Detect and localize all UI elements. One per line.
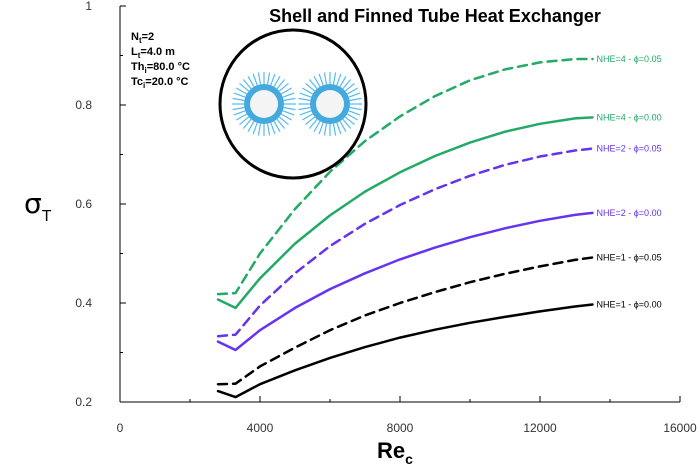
- fin: [305, 116, 316, 126]
- fin: [278, 116, 289, 126]
- series-label-3: NHE=2 - ϕ=0.00: [597, 208, 662, 218]
- fin: [247, 76, 255, 87]
- y-tick-label: 0.4: [75, 296, 92, 310]
- series-line-4: [216, 147, 594, 338]
- x-tick-label: 12000: [523, 421, 557, 435]
- fin: [318, 122, 324, 135]
- fin: [252, 122, 258, 135]
- y-tick-label: 0.6: [75, 197, 92, 211]
- y-tick-label: 0.8: [75, 98, 92, 112]
- series-line-3: [216, 211, 594, 352]
- x-tick-label: 16000: [663, 421, 697, 435]
- fin: [348, 110, 361, 116]
- fin: [236, 87, 247, 95]
- fin: [278, 82, 289, 92]
- parameter-line: Lt=4.0 m: [131, 46, 175, 60]
- fin: [233, 92, 246, 98]
- series-label-6: NHE=4 - ϕ=0.05: [597, 54, 662, 64]
- chart-title: Shell and Finned Tube Heat Exchanger: [269, 6, 601, 26]
- fin: [344, 82, 355, 92]
- y-tick-label: 1: [85, 0, 92, 13]
- fin: [232, 97, 245, 102]
- fin: [299, 92, 312, 98]
- fin: [349, 97, 362, 102]
- fin: [332, 72, 337, 85]
- fin: [323, 72, 328, 85]
- fin: [308, 118, 318, 129]
- x-tick-label: 4000: [247, 421, 274, 435]
- fin: [270, 122, 276, 135]
- y-tick-label: 0.2: [75, 395, 92, 409]
- finned-tube-diagram: [218, 28, 368, 180]
- series-label-5: NHE=4 - ϕ=0.00: [597, 112, 662, 122]
- parameter-line: Nt=2: [131, 31, 154, 45]
- fin: [342, 79, 352, 90]
- fin: [276, 79, 286, 90]
- fin: [270, 73, 276, 86]
- fin: [276, 118, 286, 129]
- fin: [299, 110, 312, 116]
- fin: [332, 123, 337, 136]
- series-lines: [216, 57, 594, 399]
- fin: [242, 118, 252, 129]
- fin: [239, 116, 250, 126]
- fin: [313, 121, 321, 132]
- fin: [282, 110, 295, 116]
- y-axis-title: σT: [24, 187, 52, 225]
- fin: [302, 113, 313, 121]
- fin: [339, 76, 347, 87]
- series-line-5: [216, 116, 594, 310]
- fin: [273, 76, 281, 87]
- fin: [281, 113, 292, 121]
- fin: [257, 72, 262, 85]
- fin: [282, 92, 295, 98]
- x-axis-title: Rec: [377, 438, 413, 467]
- series-line-1: [216, 303, 594, 399]
- axis-ticks: 0 4000 8000 12000 16000 0.2 0.4 0.6 0.8 1: [75, 0, 697, 435]
- fin: [342, 118, 352, 129]
- fin: [336, 122, 342, 135]
- fin: [298, 106, 311, 111]
- fin: [252, 73, 258, 86]
- fin: [232, 106, 245, 111]
- fin: [273, 121, 281, 132]
- fin: [283, 97, 296, 102]
- x-tick-label: 8000: [387, 421, 414, 435]
- fin: [313, 76, 321, 87]
- series-line-6: [216, 57, 594, 296]
- fin: [344, 116, 355, 126]
- series-labels: NHE=1 - ϕ=0.00 NHE=1 - ϕ=0.05 NHE=2 - ϕ=0.…: [597, 54, 662, 310]
- parameter-line: Tci=20.0 °C: [131, 76, 189, 90]
- fin: [302, 87, 313, 95]
- fin: [239, 82, 250, 92]
- fin: [305, 82, 316, 92]
- fin: [233, 110, 246, 116]
- fin: [308, 79, 318, 90]
- fin: [281, 87, 292, 95]
- fin: [323, 123, 328, 136]
- series-label-1: NHE=1 - ϕ=0.00: [597, 299, 662, 309]
- parameter-line: Thi=80.0 °C: [131, 61, 190, 75]
- fin: [348, 92, 361, 98]
- x-tick-label: 0: [117, 421, 124, 435]
- series-line-2: [216, 256, 594, 386]
- series-label-4: NHE=2 - ϕ=0.05: [597, 144, 662, 154]
- fin: [236, 113, 247, 121]
- series-label-2: NHE=1 - ϕ=0.05: [597, 252, 662, 262]
- fin: [298, 97, 311, 102]
- fin: [266, 123, 271, 136]
- fin: [247, 121, 255, 132]
- fin: [339, 121, 347, 132]
- fin: [283, 106, 296, 111]
- fin: [266, 72, 271, 85]
- fin: [336, 73, 342, 86]
- fin: [349, 106, 362, 111]
- fin: [318, 73, 324, 86]
- fin: [347, 113, 358, 121]
- fin: [347, 87, 358, 95]
- fin: [242, 79, 252, 90]
- fin: [257, 123, 262, 136]
